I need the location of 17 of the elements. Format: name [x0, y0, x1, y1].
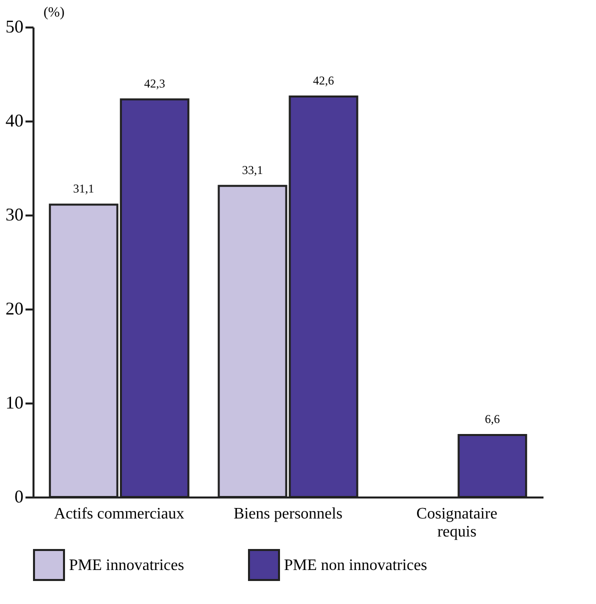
legend-label: PME innovatrices: [69, 557, 184, 574]
x-tick-label: Cosignataire requis: [416, 506, 498, 540]
y-tick-label: 10: [6, 392, 24, 412]
x-tick-label: Biens personnels: [234, 506, 342, 522]
data-label: 31,1: [73, 182, 94, 196]
data-label: 42,6: [313, 74, 334, 88]
y-tick-label: 40: [6, 110, 24, 130]
y-tick-label: 0: [14, 486, 24, 506]
y-tick-label: 50: [6, 16, 24, 36]
y-tick-label: 30: [6, 204, 24, 224]
data-label: 6,6: [484, 412, 500, 426]
legend-label: PME non innovatrices: [284, 557, 428, 574]
x-tick-label: Actifs commerciaux: [54, 506, 184, 522]
y-tick-label: 20: [6, 298, 24, 318]
data-label: 42,3: [144, 76, 166, 90]
y-axis-title: (%): [44, 6, 65, 20]
data-label: 33,1: [242, 162, 263, 177]
